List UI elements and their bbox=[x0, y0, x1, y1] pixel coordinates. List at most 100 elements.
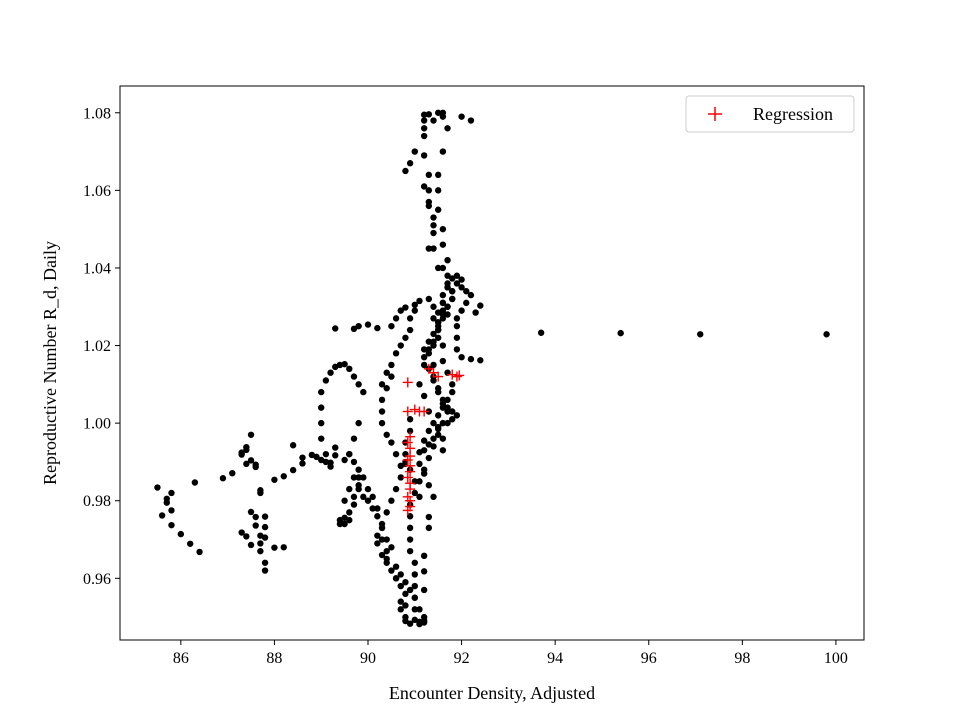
data-point bbox=[397, 582, 404, 590]
data-point bbox=[444, 404, 451, 411]
data-point bbox=[420, 392, 428, 400]
data-point bbox=[425, 187, 433, 194]
data-point bbox=[420, 346, 428, 353]
data-point bbox=[261, 534, 269, 541]
data-point bbox=[420, 361, 428, 369]
data-point bbox=[388, 322, 395, 330]
data-point bbox=[430, 361, 437, 369]
data-point bbox=[430, 435, 437, 442]
data-point bbox=[318, 435, 325, 442]
data-point bbox=[416, 297, 423, 305]
data-point bbox=[406, 416, 414, 423]
data-point bbox=[425, 427, 433, 435]
data-point bbox=[439, 404, 447, 411]
data-point bbox=[247, 431, 255, 438]
data-point bbox=[453, 315, 461, 322]
data-point bbox=[369, 505, 376, 512]
data-point bbox=[229, 469, 236, 477]
data-point bbox=[257, 547, 264, 555]
data-point bbox=[425, 350, 433, 357]
data-point bbox=[364, 321, 372, 328]
data-point bbox=[434, 309, 442, 316]
data-point bbox=[425, 295, 433, 303]
data-point bbox=[355, 381, 362, 388]
data-point bbox=[336, 520, 344, 528]
data-point bbox=[252, 522, 259, 529]
data-point bbox=[392, 563, 400, 570]
data-point bbox=[617, 329, 624, 337]
data-point bbox=[374, 532, 381, 539]
data-point bbox=[355, 419, 362, 427]
data-point bbox=[823, 331, 830, 338]
data-point bbox=[177, 530, 185, 538]
data-point bbox=[341, 520, 348, 528]
data-point bbox=[406, 524, 414, 532]
data-point bbox=[397, 342, 404, 349]
y-tick-label: 1.06 bbox=[83, 183, 111, 200]
data-point bbox=[346, 485, 353, 493]
data-point bbox=[411, 582, 418, 590]
data-point bbox=[392, 350, 400, 357]
data-point bbox=[416, 606, 423, 613]
data-point bbox=[243, 533, 250, 540]
data-point bbox=[388, 373, 395, 380]
data-point bbox=[406, 326, 414, 334]
data-point bbox=[430, 303, 437, 310]
data-point bbox=[350, 501, 358, 508]
data-point bbox=[346, 365, 353, 373]
x-tick-label: 96 bbox=[641, 650, 657, 667]
x-tick-label: 90 bbox=[360, 650, 376, 667]
data-point bbox=[472, 309, 479, 316]
data-point bbox=[243, 460, 250, 468]
data-point bbox=[378, 551, 386, 559]
data-point bbox=[332, 325, 339, 332]
data-point bbox=[406, 536, 414, 543]
data-point bbox=[397, 571, 404, 578]
data-point bbox=[420, 437, 428, 444]
data-point bbox=[444, 284, 451, 291]
data-point bbox=[453, 322, 461, 330]
data-point bbox=[332, 444, 339, 451]
data-point bbox=[322, 450, 330, 458]
data-point bbox=[444, 303, 451, 310]
data-point bbox=[416, 460, 423, 468]
data-point bbox=[425, 245, 433, 252]
data-point bbox=[261, 567, 269, 574]
data-point bbox=[289, 442, 297, 449]
data-point bbox=[420, 132, 428, 140]
data-point bbox=[383, 369, 390, 376]
data-point bbox=[299, 454, 306, 461]
data-point bbox=[430, 330, 437, 338]
data-point bbox=[271, 476, 278, 483]
data-point bbox=[350, 458, 358, 466]
data-point bbox=[378, 419, 386, 427]
data-point bbox=[420, 568, 428, 575]
data-point bbox=[360, 474, 367, 481]
data-point bbox=[430, 245, 437, 252]
data-point bbox=[416, 493, 423, 501]
data-point bbox=[341, 360, 348, 368]
data-point bbox=[420, 117, 428, 124]
data-point bbox=[374, 505, 381, 512]
data-point bbox=[449, 408, 456, 415]
data-point bbox=[420, 470, 428, 477]
regression-point bbox=[402, 472, 413, 483]
data-point bbox=[355, 322, 362, 330]
data-point bbox=[406, 315, 414, 322]
data-point bbox=[388, 439, 395, 446]
x-axis: 86 88 90 92 94 96 98 100 bbox=[173, 640, 848, 667]
data-point bbox=[383, 555, 390, 563]
data-point bbox=[411, 301, 418, 309]
data-point bbox=[378, 381, 386, 388]
regression-point bbox=[402, 377, 413, 388]
data-point bbox=[434, 187, 442, 194]
data-point bbox=[374, 540, 381, 547]
data-point bbox=[322, 377, 330, 384]
data-point bbox=[350, 474, 358, 481]
x-tick-label: 86 bbox=[173, 650, 189, 667]
data-point bbox=[238, 451, 245, 458]
data-point bbox=[364, 497, 372, 504]
data-point bbox=[332, 452, 339, 459]
